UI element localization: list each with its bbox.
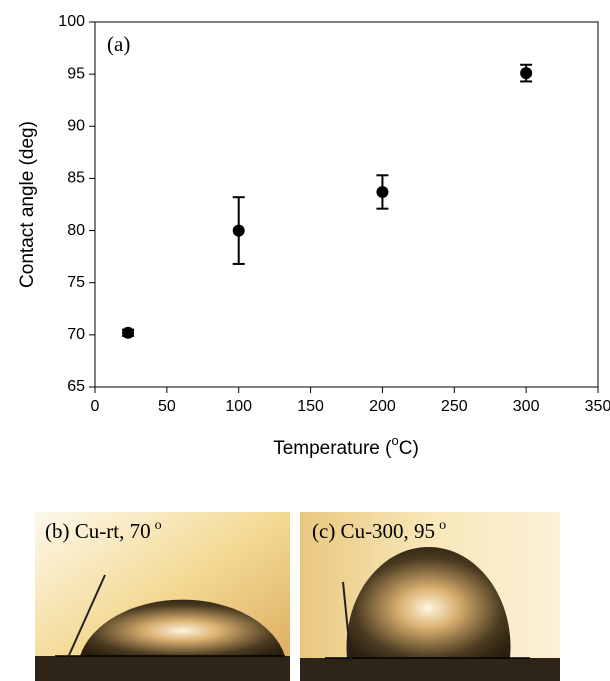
x-tick-label: 50 <box>158 398 176 415</box>
x-axis-label-part: Temperature ( <box>273 438 392 459</box>
droplet <box>346 546 511 658</box>
x-tick-label: 150 <box>297 398 324 415</box>
y-tick-label: 70 <box>67 326 85 343</box>
x-tick-label: 350 <box>585 398 610 415</box>
y-tick-label: 100 <box>58 13 85 30</box>
photo-b: (b) Cu-rt, 70 o <box>35 512 290 681</box>
y-tick-label: 65 <box>67 378 85 395</box>
y-axis-label: Contact angle (deg) <box>17 121 38 288</box>
substrate <box>300 658 560 681</box>
x-tick-label: 100 <box>225 398 252 415</box>
y-tick-label: 90 <box>67 118 85 135</box>
x-axis-label-part: C) <box>399 438 419 459</box>
data-point <box>520 67 533 80</box>
x-tick-label: 0 <box>91 398 100 415</box>
plot-frame <box>94 21 599 388</box>
data-point <box>232 224 245 237</box>
photo-c: (c) Cu-300, 95 o <box>300 512 560 681</box>
x-axis-label-part: o <box>391 433 398 448</box>
x-axis-label: Temperature (oC) <box>273 433 419 459</box>
panel-label: (a) <box>107 32 130 56</box>
substrate <box>35 656 290 681</box>
x-tick-label: 300 <box>513 398 540 415</box>
y-tick-label: 75 <box>67 274 85 291</box>
tangent-line <box>342 581 352 663</box>
chart: 65 70 75 80 85 90 95 100 0 50 100 150 200 250 300 350 (a… <box>17 13 610 459</box>
data-point <box>376 185 389 198</box>
x-tick-label: 250 <box>441 398 468 415</box>
tangent-line <box>65 574 106 663</box>
y-tick-label: 80 <box>67 222 85 239</box>
y-tick-label: 85 <box>67 170 85 187</box>
photo-caption: (c) Cu-300, 95 o <box>312 518 446 543</box>
photo-caption: (b) Cu-rt, 70 o <box>45 518 162 543</box>
droplet <box>80 599 285 656</box>
data-point <box>122 326 135 339</box>
x-tick-label: 200 <box>369 398 396 415</box>
y-tick-label: 95 <box>67 65 85 82</box>
